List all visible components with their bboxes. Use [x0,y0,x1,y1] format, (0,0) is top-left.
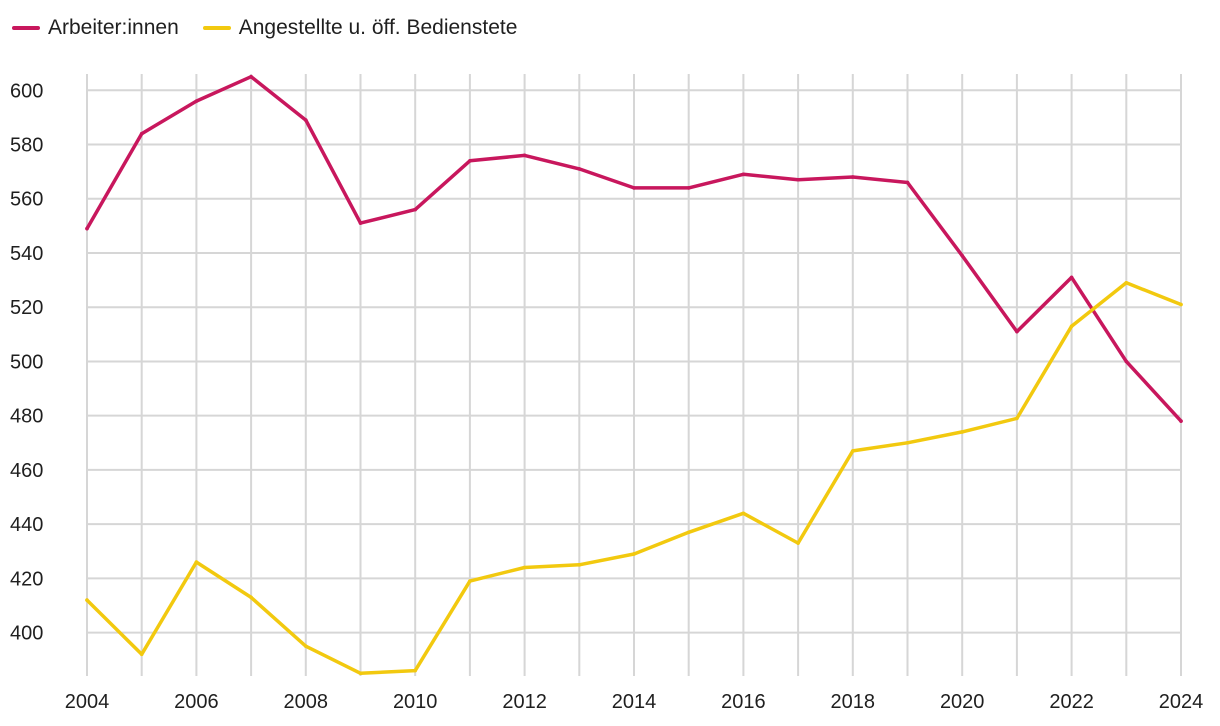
data-point [1069,275,1074,280]
data-point [796,541,800,545]
data-point [468,158,472,163]
data-point [304,644,308,648]
data-point [686,186,691,190]
data-point [85,226,89,231]
y-tick-label: 440 [10,514,43,536]
y-tick-label: 540 [10,243,43,265]
data-point [304,118,308,122]
data-point [85,598,89,602]
data-point [960,253,964,258]
y-tick-label: 400 [10,623,43,645]
legend-swatch-angestellte [202,26,231,30]
data-point [468,579,472,583]
chart-legend: Arbeiter:innen Angestellte u. öff. Bedie… [12,16,517,40]
data-point [686,530,691,535]
data-point [522,565,527,570]
legend-label-angestellte: Angestellte u. öff. Bedienstete [238,16,518,39]
data-point [796,177,800,182]
x-tick-label: 2006 [174,691,219,713]
x-tick-label: 2018 [831,691,876,713]
data-point [413,668,418,673]
data-point [905,180,910,185]
y-tick-label: 600 [10,80,43,102]
x-tick-label: 2020 [940,691,985,713]
data-point [358,671,363,676]
data-point [741,511,746,516]
data-point [577,563,582,567]
data-point [139,131,144,136]
y-tick-label: 480 [10,406,43,428]
data-point [905,440,910,445]
data-point [741,172,746,177]
data-point [249,595,253,600]
data-point [1124,359,1129,364]
y-tick-label: 580 [10,135,43,157]
data-point [851,449,855,453]
data-point [1124,281,1129,285]
x-tick-label: 2010 [393,691,438,713]
x-tick-label: 2022 [1049,691,1094,713]
data-point [632,552,636,556]
data-point [851,175,855,179]
data-point [577,167,582,171]
y-tick-label: 560 [10,189,43,211]
data-point [358,221,363,225]
x-tick-label: 2012 [502,691,547,713]
x-tick-label: 2024 [1159,691,1204,713]
legend-label-arbeiter: Arbeiter:innen [48,16,179,39]
x-tick-label: 2014 [612,691,657,713]
x-tick-label: 2008 [284,691,329,713]
y-tick-label: 460 [10,460,43,482]
x-tick-label: 2016 [721,691,766,713]
data-point [1179,419,1183,423]
data-point [249,74,253,79]
y-tick-label: 420 [10,568,43,590]
data-point [139,652,144,657]
data-point [1179,302,1183,307]
x-tick-label: 2004 [65,691,110,713]
data-point [1015,329,1019,334]
data-point [413,207,418,212]
legend-item-angestellte: Angestellte u. öff. Bedienstete [202,16,518,40]
data-point [1069,324,1074,328]
legend-item-arbeiter: Arbeiter:innen [12,16,179,40]
y-tick-label: 500 [10,351,43,373]
data-point [194,99,199,103]
data-point [194,560,199,564]
data-point [960,430,964,434]
data-point [1015,416,1019,421]
data-point [522,153,527,158]
y-tick-label: 520 [10,297,43,319]
data-point [632,186,636,190]
legend-swatch-arbeiter [12,26,40,30]
